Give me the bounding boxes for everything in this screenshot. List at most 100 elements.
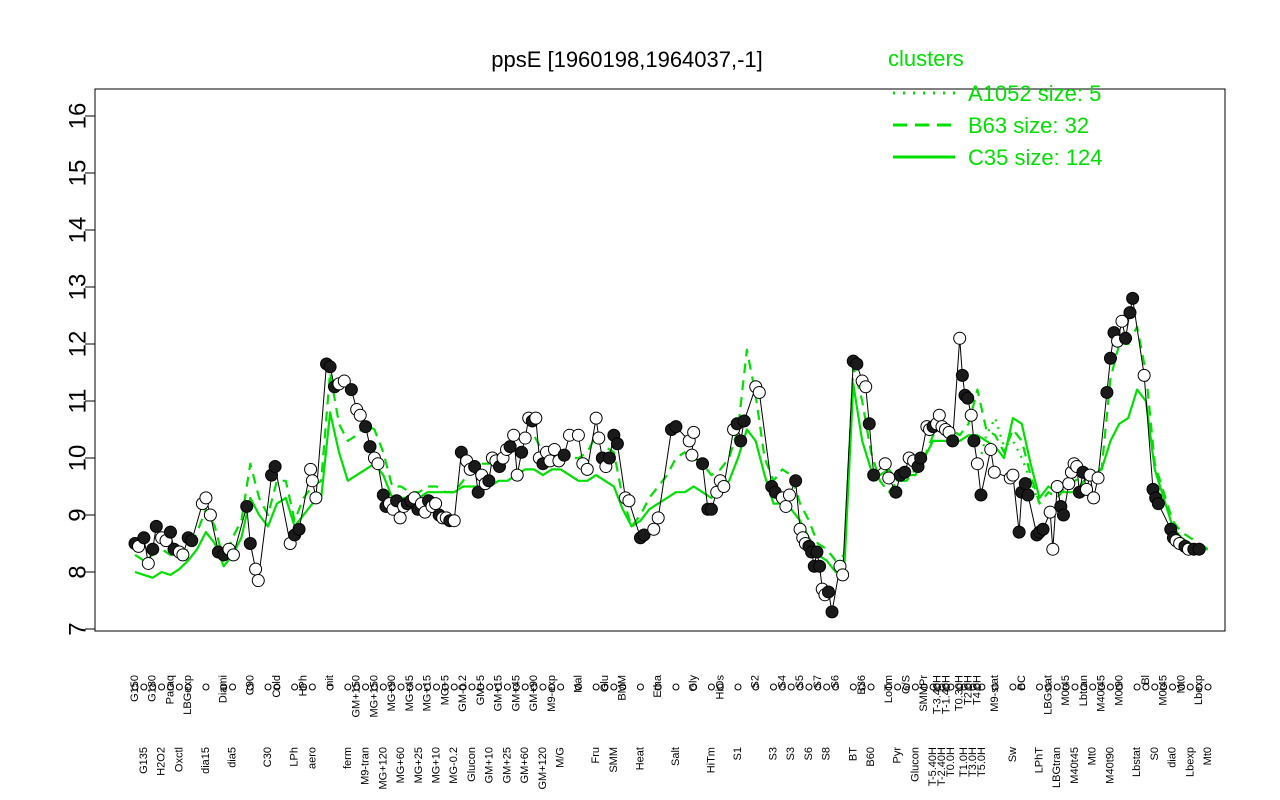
data-point — [240, 499, 254, 513]
x-tick-mark — [1186, 683, 1194, 691]
data-point — [932, 408, 946, 422]
x-tick-label: S7 — [812, 675, 824, 688]
x-tick-label: SMMPr — [918, 675, 930, 712]
x-tick-mark — [796, 683, 804, 691]
x-tick-mark — [131, 683, 139, 691]
x-tick-mark — [406, 683, 414, 691]
x-tick-mark — [1062, 683, 1070, 691]
x-tick-label: G/S — [900, 675, 912, 694]
x-tick-label: BC — [1016, 675, 1028, 690]
x-tick-mark — [468, 683, 476, 691]
legend-title: clusters — [888, 46, 964, 71]
x-tick-mark — [264, 683, 272, 691]
x-tick-mark — [960, 683, 968, 691]
x-tick-label: GM+90 — [528, 675, 540, 711]
x-tick-label: Lbexp — [1184, 747, 1196, 777]
data-point — [580, 462, 594, 476]
data-point — [782, 488, 796, 502]
x-tick-mark — [734, 683, 742, 691]
data-point — [203, 508, 217, 522]
data-point — [199, 491, 213, 505]
x-tick-label: dia0 — [1167, 747, 1179, 768]
x-tick-mark — [858, 683, 866, 691]
x-tick-label: GM+120 — [537, 747, 549, 790]
x-tick-label: LBGstat — [1042, 675, 1054, 715]
x-tick-label: LoTm — [883, 675, 895, 703]
data-point — [529, 411, 543, 425]
x-tick-mark — [716, 683, 724, 691]
x-tick-label: S5 — [794, 675, 806, 688]
data-point — [734, 434, 748, 448]
data-point — [251, 574, 265, 588]
data-point — [468, 460, 482, 474]
x-tick-mark — [397, 683, 405, 691]
x-tick-mark — [1160, 683, 1168, 691]
data-point — [1050, 480, 1064, 493]
x-tick-mark — [370, 683, 378, 691]
data-point — [961, 391, 975, 405]
x-tick-mark — [832, 683, 840, 691]
x-tick-mark — [707, 683, 715, 691]
x-tick-mark — [530, 683, 538, 691]
x-tick-label: M9-tran — [360, 747, 372, 785]
data-point — [518, 431, 532, 445]
x-tick-mark — [184, 683, 192, 691]
x-tick-mark — [362, 683, 370, 691]
x-tick-label: ferm — [342, 747, 354, 769]
x-tick-label: S4 — [776, 675, 788, 688]
data-point — [249, 562, 263, 576]
x-tick-mark — [978, 683, 986, 691]
x-tick-label: LPh — [289, 747, 301, 767]
data-point — [592, 431, 606, 445]
x-tick-label: Glucon — [909, 747, 921, 782]
x-tick-mark — [424, 683, 432, 691]
x-tick-label: M40t45 — [1096, 675, 1108, 712]
y-tick-label: 12 — [65, 331, 92, 358]
x-tick-mark — [495, 683, 503, 691]
x-tick-label: MG+25 — [413, 747, 425, 783]
data-point — [185, 534, 199, 548]
x-axis: G150 G135 G180 H2O2 Paraq Oxctl LBGexp dia15 Dia… — [129, 674, 1214, 789]
data-point — [1062, 477, 1076, 491]
data-point — [1126, 291, 1140, 305]
x-tick-label: GM-0.2 — [457, 675, 469, 712]
data-point — [889, 485, 903, 499]
data-point — [752, 385, 766, 399]
x-tick-label: M0t45 — [1060, 675, 1072, 706]
x-tick-label: Paraq — [164, 675, 176, 704]
y-tick-label: 16 — [65, 103, 92, 130]
data-point — [850, 357, 864, 371]
x-tick-mark — [867, 683, 875, 691]
x-tick-label: MG+90 — [386, 675, 398, 711]
data-point — [547, 442, 561, 456]
data-point — [557, 448, 571, 462]
data-point — [337, 374, 351, 388]
x-tick-label: LPhT — [1034, 747, 1046, 774]
x-tick-label: S8 — [821, 747, 833, 760]
y-tick-label: 10 — [65, 445, 92, 472]
x-tick-label: T-2.40H — [936, 747, 948, 786]
data-point — [353, 408, 367, 422]
data-point — [1151, 497, 1165, 511]
x-tick-mark — [574, 683, 582, 691]
x-tick-label: MG+60 — [395, 747, 407, 783]
data-point — [862, 417, 876, 431]
data-point — [914, 451, 928, 465]
x-tick-mark — [969, 683, 977, 691]
x-tick-mark — [1151, 683, 1159, 691]
data-point — [1100, 385, 1114, 399]
data-point — [696, 457, 710, 471]
x-tick-mark — [503, 683, 511, 691]
x-tick-label: HPh — [297, 675, 309, 696]
data-point — [304, 462, 318, 476]
x-tick-label: MG+10 — [431, 747, 443, 783]
x-tick-mark — [1009, 683, 1017, 691]
data-point — [309, 491, 323, 505]
x-tick-mark — [353, 683, 361, 691]
data-point — [1137, 368, 1151, 382]
data-point — [1021, 488, 1035, 502]
x-tick-label: T0.0H — [945, 747, 957, 777]
x-tick-mark — [308, 683, 316, 691]
x-tick-mark — [823, 683, 831, 691]
x-tick-mark — [956, 683, 964, 691]
